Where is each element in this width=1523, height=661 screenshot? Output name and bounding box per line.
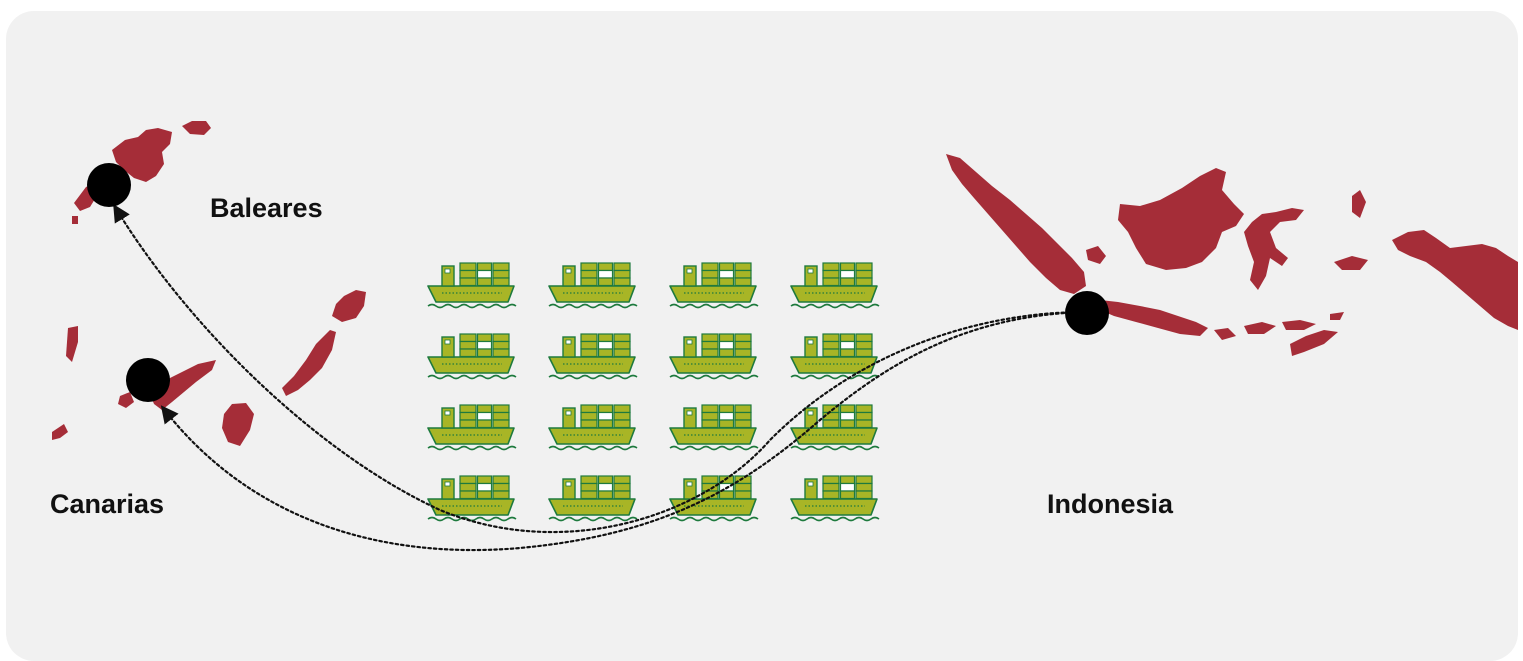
island-kalimantan xyxy=(1118,168,1244,270)
ship-icon xyxy=(669,333,759,380)
ship-icon xyxy=(548,475,638,522)
island-halmahera xyxy=(1352,190,1366,218)
canarias-islands xyxy=(52,290,366,446)
ship-icon xyxy=(548,333,638,380)
indonesia-label: Indonesia xyxy=(1047,489,1174,519)
island-sulawesi xyxy=(1244,208,1304,290)
island-flores-east xyxy=(1330,312,1344,320)
island-la-gomera xyxy=(118,392,134,408)
ships-grid xyxy=(427,262,880,522)
island-seram xyxy=(1334,256,1368,270)
ship-icon xyxy=(790,404,880,451)
island-papua xyxy=(1392,230,1518,330)
island-lesser-sunda-1 xyxy=(1214,328,1236,340)
ship-icon xyxy=(427,404,517,451)
island-fuerteventura xyxy=(282,330,336,396)
location-markers xyxy=(87,163,1109,402)
map-panel xyxy=(6,11,1518,661)
ship-icon xyxy=(669,475,759,522)
indonesia-marker-location-marker-icon xyxy=(1065,291,1109,335)
indonesia-islands xyxy=(946,154,1518,356)
ship-icon xyxy=(548,262,638,309)
island-timor xyxy=(1290,330,1338,356)
canarias-label: Canarias xyxy=(50,489,165,519)
baleares-islands xyxy=(72,121,211,224)
island-el-hierro xyxy=(52,424,68,440)
route-indonesia-to-baleares xyxy=(113,203,1088,534)
island-lesser-sunda-2 xyxy=(1244,322,1276,334)
island-la-palma xyxy=(66,326,78,362)
ship-icon xyxy=(548,404,638,451)
ship-icon xyxy=(427,333,517,380)
island-java xyxy=(1100,300,1208,336)
island-menorca xyxy=(182,121,211,135)
island-mallorca xyxy=(112,128,172,182)
ship-icon xyxy=(790,475,880,522)
island-lesser-sunda-3 xyxy=(1282,320,1316,330)
ship-icon xyxy=(669,404,759,451)
island-bangka xyxy=(1086,246,1106,264)
island-tenerife xyxy=(150,360,216,410)
island-sumatra xyxy=(946,154,1086,294)
baleares-label: Baleares xyxy=(210,193,323,223)
island-lanzarote xyxy=(332,290,366,322)
ship-icon xyxy=(790,333,880,380)
baleares-marker-location-marker-icon xyxy=(87,163,131,207)
ship-icon xyxy=(669,262,759,309)
canarias-marker-location-marker-icon xyxy=(126,358,170,402)
ship-icon xyxy=(790,262,880,309)
island-formentera xyxy=(72,216,78,224)
ship-icon xyxy=(427,262,517,309)
routes xyxy=(113,203,1088,552)
island-gran-canaria xyxy=(222,403,254,446)
ship-icon xyxy=(427,475,517,522)
route-indonesia-to-canarias xyxy=(160,310,1088,552)
